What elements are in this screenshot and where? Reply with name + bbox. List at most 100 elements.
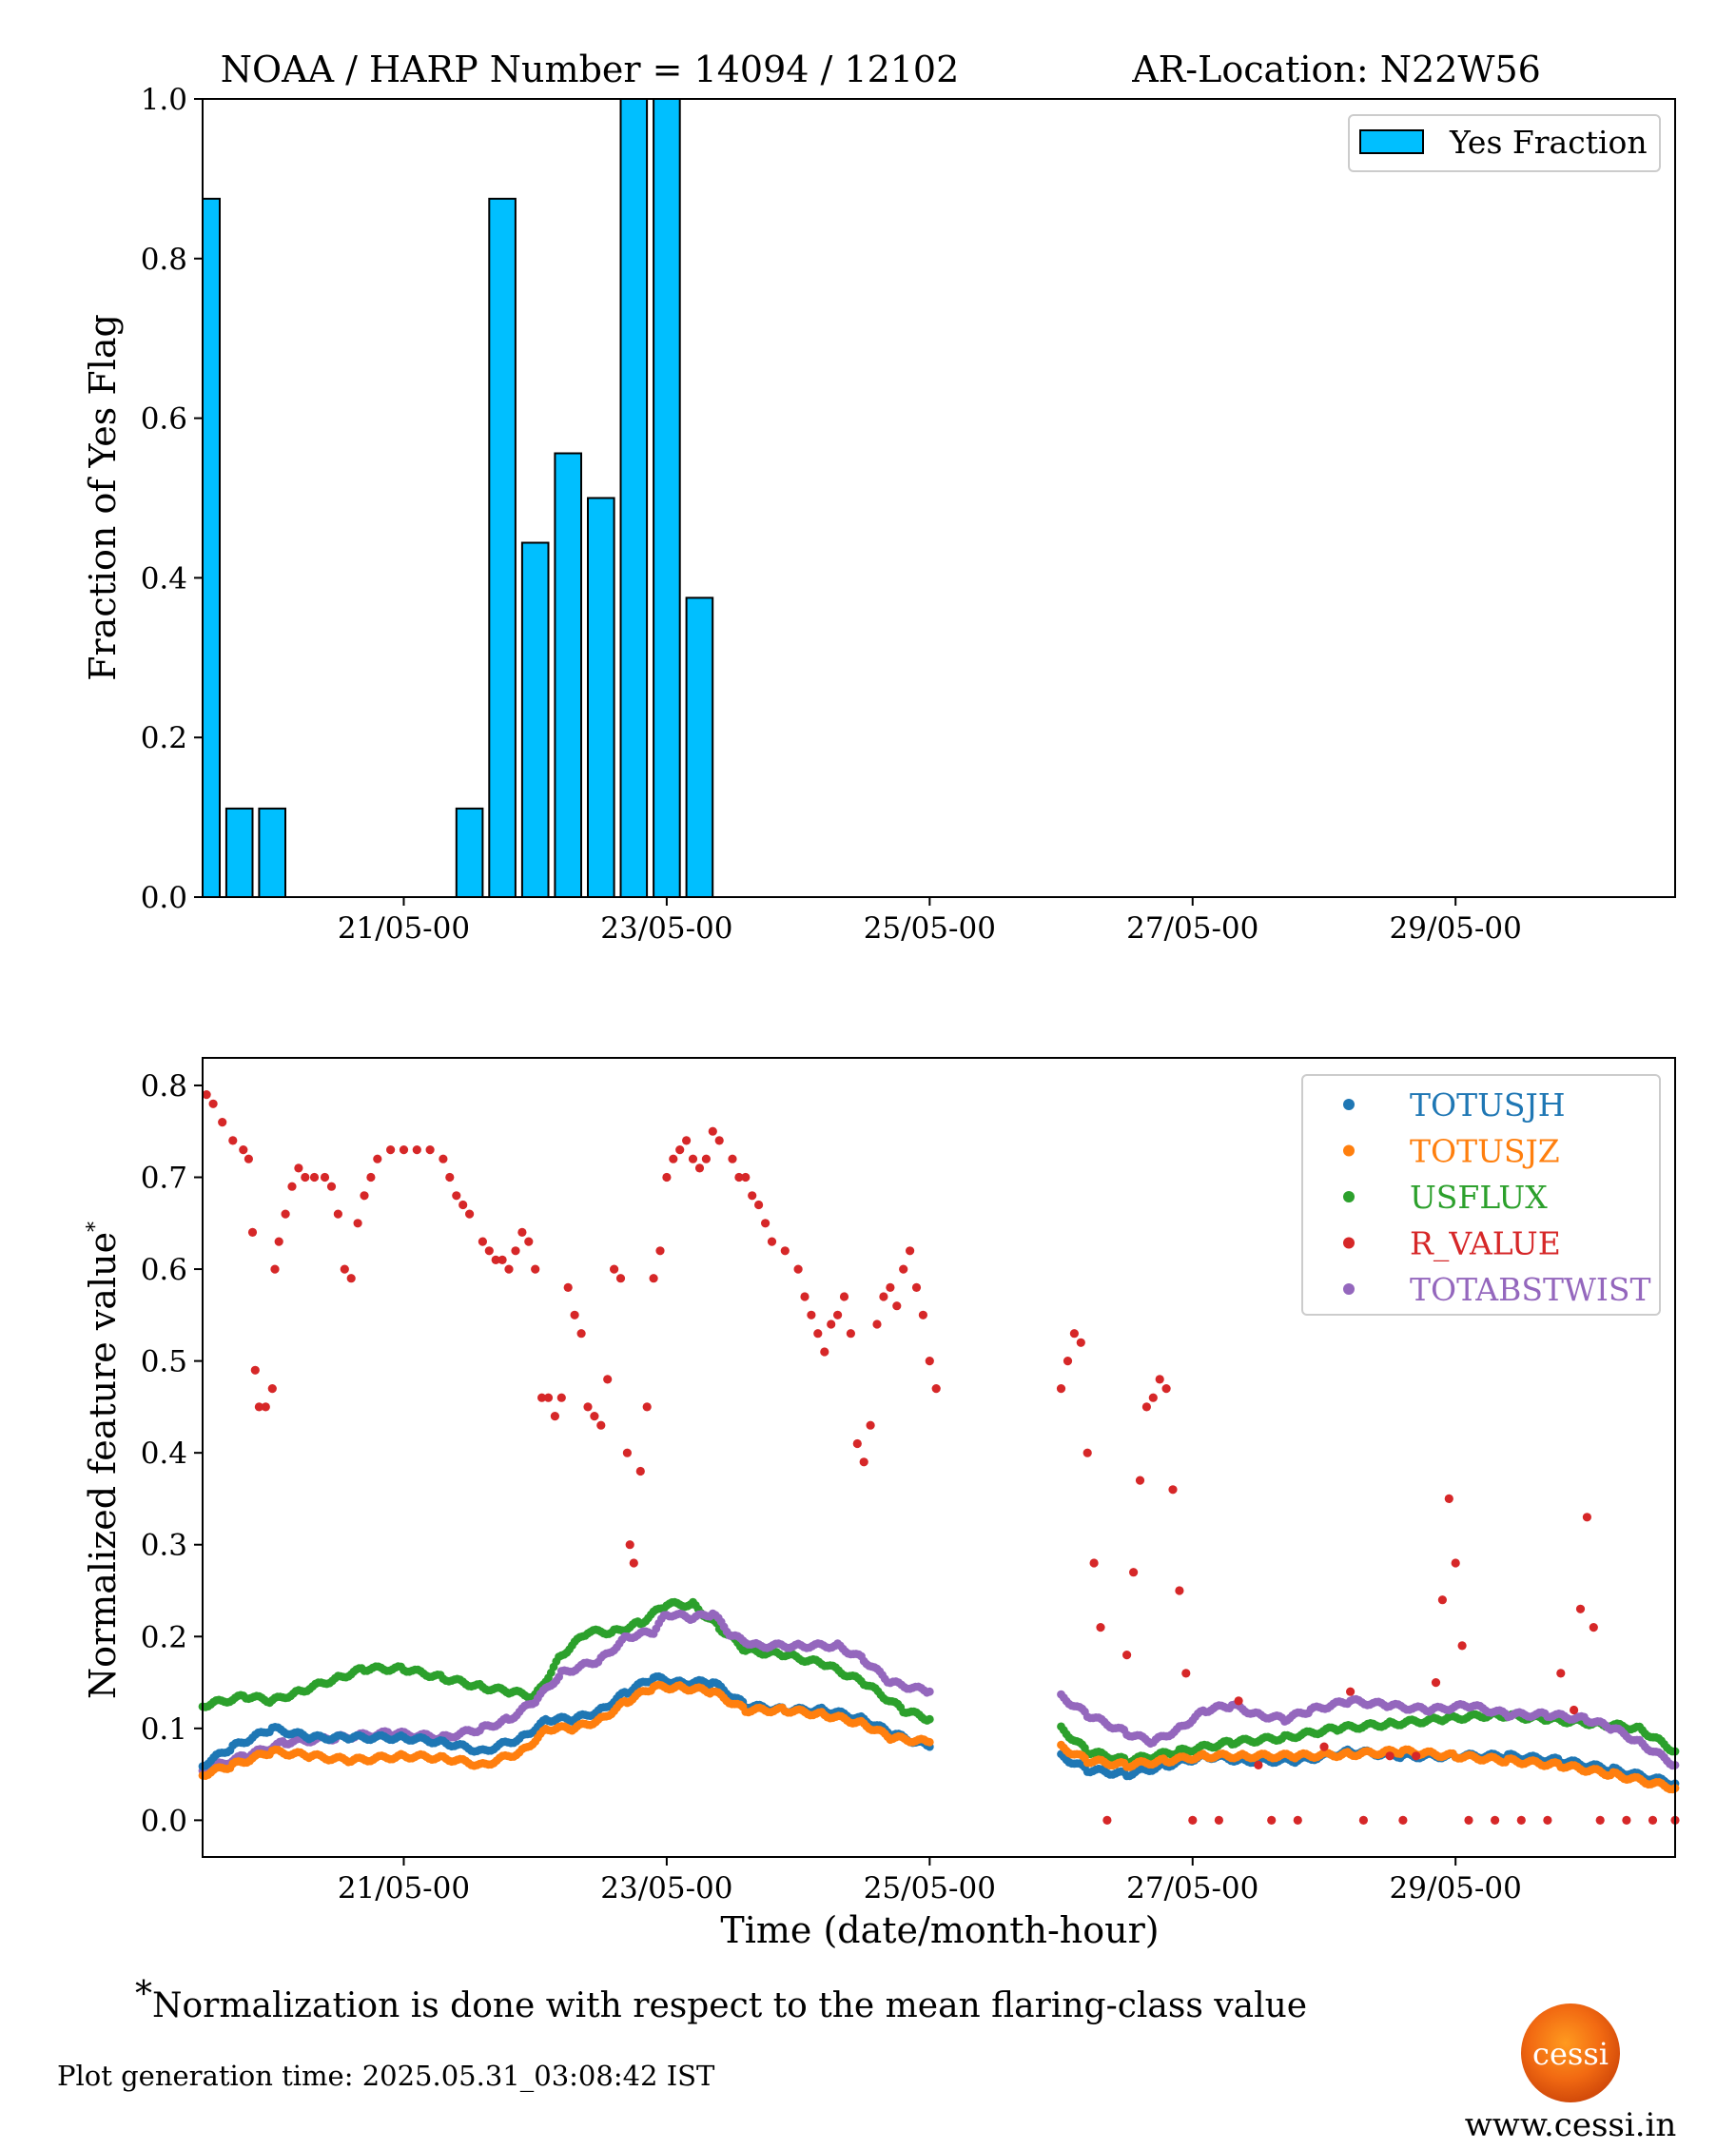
legend-label: R_VALUE	[1410, 1225, 1561, 1263]
data-point	[1083, 1448, 1092, 1457]
data-point	[1589, 1623, 1598, 1632]
data-point	[1358, 1815, 1368, 1825]
footnote-text: Normalization is done with respect to th…	[152, 1986, 1307, 2025]
top-bars-group	[202, 98, 714, 899]
data-point	[866, 1420, 875, 1430]
data-point	[1595, 1815, 1605, 1825]
data-point	[484, 1246, 494, 1256]
cessi-logo: cessi	[1521, 2003, 1620, 2102]
legend-label: USFLUX	[1410, 1179, 1548, 1216]
data-point	[846, 1329, 856, 1339]
yes-fraction-bar	[455, 807, 484, 899]
top-plot-frame	[202, 98, 1676, 898]
data-point	[373, 1154, 382, 1163]
data-point	[1319, 1742, 1329, 1751]
data-point	[662, 1172, 672, 1182]
data-point	[807, 1310, 816, 1319]
data-point	[465, 1209, 475, 1219]
data-point	[550, 1412, 560, 1421]
data-point	[1168, 1485, 1178, 1495]
data-point	[301, 1172, 310, 1182]
data-point	[1491, 1815, 1500, 1825]
data-point	[274, 1237, 283, 1246]
x-tick-label: 25/05-00	[864, 911, 996, 946]
data-point	[1622, 1815, 1631, 1825]
data-point	[761, 1219, 770, 1228]
data-point	[911, 1282, 922, 1292]
data-point	[675, 1145, 685, 1155]
data-point	[793, 1264, 803, 1274]
x-tick-label: 27/05-00	[1126, 911, 1258, 946]
data-point	[531, 1264, 540, 1274]
data-point	[270, 1264, 280, 1274]
data-point	[1254, 1760, 1263, 1769]
data-point	[439, 1154, 448, 1163]
yes-fraction-bar	[587, 497, 615, 898]
data-point	[1648, 1815, 1658, 1825]
data-point	[281, 1209, 290, 1219]
data-point	[1444, 1494, 1453, 1503]
y-tick-label: 0.2	[141, 1620, 187, 1654]
x-tick-label: 29/05-00	[1390, 1871, 1522, 1906]
top-legend-swatch	[1359, 129, 1424, 154]
data-point	[524, 1237, 534, 1246]
data-point	[458, 1200, 468, 1210]
data-point	[918, 1310, 928, 1319]
data-point	[603, 1375, 613, 1384]
data-point	[748, 1191, 757, 1201]
data-point	[610, 1264, 619, 1274]
data-point	[852, 1438, 862, 1449]
data-point	[1148, 1393, 1158, 1402]
logo-text: cessi	[1532, 2036, 1609, 2072]
yes-fraction-bar	[258, 807, 286, 899]
data-point	[1161, 1384, 1171, 1394]
footnote-mark: *	[135, 1975, 152, 2014]
data-point	[1516, 1815, 1526, 1825]
data-point	[1398, 1815, 1408, 1825]
yes-fraction-bar	[653, 98, 681, 898]
data-point	[309, 1172, 320, 1182]
x-tick-label: 21/05-00	[338, 911, 470, 946]
x-tick-label: 27/05-00	[1126, 1871, 1258, 1906]
yes-fraction-bar	[224, 807, 254, 899]
y-tick-label: 0.3	[141, 1529, 187, 1563]
data-point	[1102, 1815, 1112, 1825]
data-point	[728, 1154, 737, 1163]
bottom-y-ticks: 0.0 0.1 0.2 0.3 0.4 0.5 0.6 0.7 0.8	[141, 1069, 203, 1838]
data-point	[445, 1172, 455, 1182]
data-point	[267, 1384, 277, 1394]
chart-title-left: NOAA / HARP Number = 14094 / 12102	[221, 49, 960, 90]
legend-marker	[1343, 1283, 1355, 1295]
data-point	[294, 1163, 303, 1173]
data-point	[714, 1136, 724, 1145]
data-point	[1582, 1513, 1591, 1522]
legend-label: TOTUSJH	[1410, 1086, 1566, 1124]
legend-label: TOTUSJZ	[1410, 1133, 1560, 1170]
data-point	[629, 1558, 638, 1568]
data-point	[366, 1172, 376, 1182]
data-point	[1188, 1815, 1198, 1825]
top-legend-label: Yes Fraction	[1449, 124, 1648, 161]
data-point	[287, 1182, 297, 1191]
y-tick-label: 0.6	[141, 402, 187, 437]
data-point	[1069, 1329, 1079, 1339]
data-point	[931, 1384, 941, 1394]
series-totabstwist	[198, 1609, 1680, 1776]
bottom-y-axis-label-mark: *	[84, 1222, 107, 1232]
data-point	[754, 1200, 764, 1210]
data-point	[708, 1126, 717, 1136]
data-point	[925, 1687, 934, 1696]
bottom-x-axis-label: Time (date/month-hour)	[720, 1909, 1159, 1951]
data-point	[1451, 1558, 1460, 1568]
data-point	[839, 1292, 849, 1301]
data-point	[590, 1412, 599, 1421]
website-link[interactable]: www.cessi.in	[1465, 2106, 1677, 2144]
data-point	[1575, 1604, 1586, 1613]
data-point	[254, 1402, 263, 1412]
data-point	[360, 1191, 369, 1201]
data-point	[741, 1172, 751, 1182]
data-point	[250, 1365, 260, 1375]
data-point	[649, 1274, 658, 1283]
data-point	[239, 1145, 248, 1155]
